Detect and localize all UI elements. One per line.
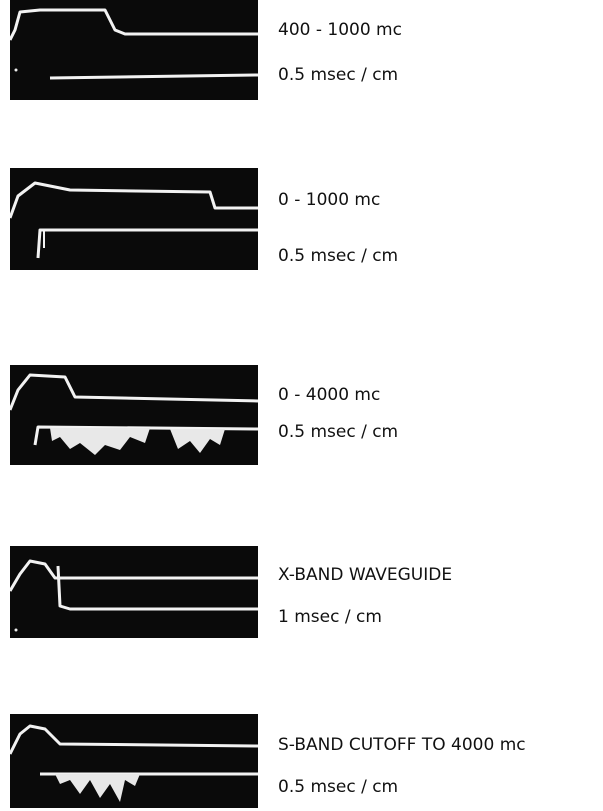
sweep-label: 0.5 msec / cm [278, 65, 398, 85]
oscillogram [10, 365, 258, 465]
trace [10, 365, 258, 465]
sweep-label: 0.5 msec / cm [278, 246, 398, 266]
sweep-label: 0.5 msec / cm [278, 422, 398, 442]
figure-page: 400 - 1000 mc 0.5 msec / cm 0 - 1000 mc … [0, 0, 603, 811]
band-label: X-BAND WAVEGUIDE [278, 565, 452, 585]
band-label: S-BAND CUTOFF TO 4000 mc [278, 735, 526, 755]
oscillogram [10, 714, 258, 808]
trace [10, 0, 258, 100]
oscillogram [10, 168, 258, 270]
trace [10, 546, 258, 638]
sweep-label: 1 msec / cm [278, 607, 382, 627]
trace [10, 714, 258, 808]
band-label: 400 - 1000 mc [278, 20, 402, 40]
sweep-label: 0.5 msec / cm [278, 777, 398, 797]
band-label: 0 - 1000 mc [278, 190, 380, 210]
oscillogram [10, 546, 258, 638]
band-label: 0 - 4000 mc [278, 385, 380, 405]
oscillogram [10, 0, 258, 100]
trace [10, 168, 258, 270]
